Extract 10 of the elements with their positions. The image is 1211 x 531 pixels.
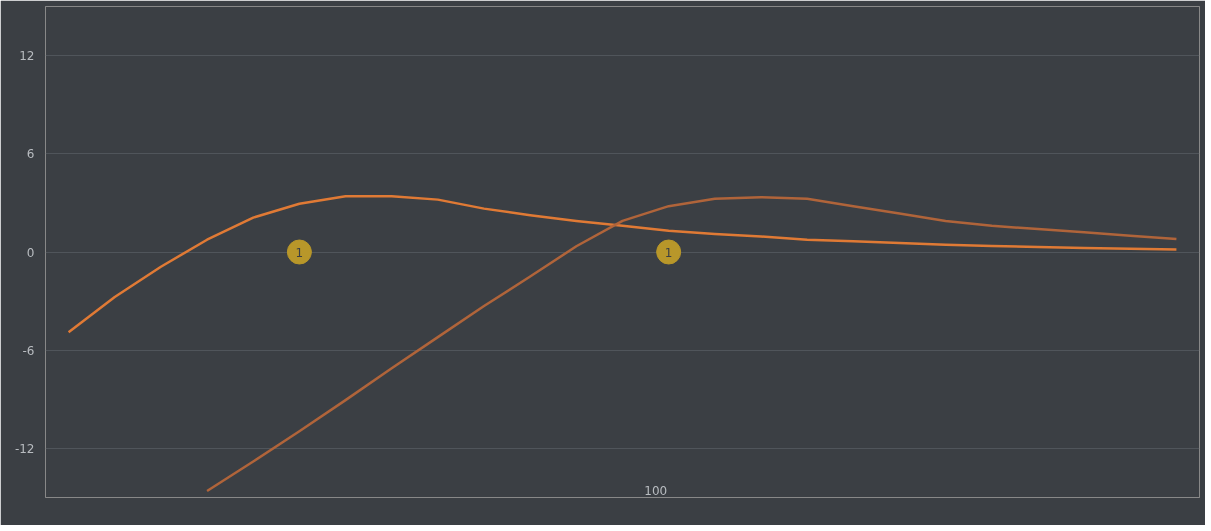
annotation: 1 (295, 245, 304, 260)
y-tick-label: 12 (19, 49, 35, 64)
line-series (67, 195, 1178, 334)
y-tick-label: -6 (22, 343, 35, 358)
y-tick-label: -12 (14, 441, 35, 456)
annotation: 100 (644, 483, 668, 498)
annotation: 1 (664, 245, 673, 260)
y-tick-label: 6 (26, 147, 35, 162)
y-tick-label: 0 (26, 245, 35, 260)
line-series (205, 195, 1178, 493)
